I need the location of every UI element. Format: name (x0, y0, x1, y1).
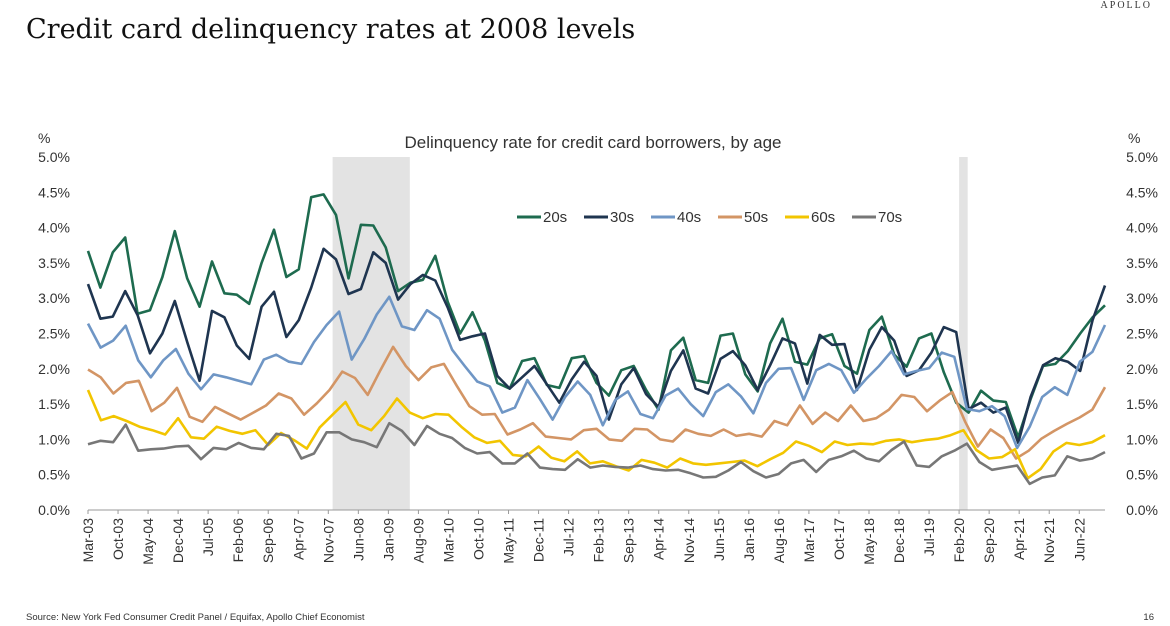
x-tick-label: May-04 (140, 518, 156, 565)
x-tick-label: Dec-11 (531, 518, 547, 562)
x-tick-label: Mar-10 (440, 518, 456, 563)
recession-shading (332, 157, 968, 510)
y-axis-label-right: % (1128, 130, 1140, 146)
legend-label-40s: 40s (677, 209, 701, 226)
x-tick-label: Apr-07 (290, 518, 306, 560)
legend-label-20s: 20s (543, 209, 567, 226)
y-tick-label-right: 0.0% (1126, 502, 1158, 518)
y-tick-label-right: 4.5% (1126, 184, 1158, 200)
x-tick-label: Oct-17 (831, 518, 847, 560)
y-tick-label-left: 1.0% (38, 431, 70, 447)
source-note: Source: New York Fed Consumer Credit Pan… (26, 612, 365, 623)
x-tick-label: Dec-18 (891, 518, 907, 563)
x-tick-label: Sep-06 (260, 518, 276, 563)
x-tick-label: Jan-16 (741, 518, 757, 561)
series-line-50s (87, 345, 1107, 460)
chart-axes: 0.0% 0.0% 0.5% 0.5% 1.0% 1.0% 1.5% 1.5% 2.0% 2.0%… (38, 149, 1158, 565)
series-line-20s (86, 193, 1106, 439)
x-tick-label: May-11 (501, 518, 517, 564)
y-tick-label-right: 4.0% (1126, 220, 1158, 236)
x-tick-label: Mar-03 (80, 518, 96, 563)
y-axis-label-left: % (38, 130, 50, 146)
x-tick-label: Mar-17 (801, 518, 817, 563)
x-tick-label: Feb-13 (591, 518, 607, 563)
y-tick-label-left: 4.0% (38, 220, 70, 236)
page-number: 16 (1143, 612, 1154, 623)
y-tick-label-right: 2.5% (1126, 326, 1158, 342)
x-tick-label: Nov-14 (681, 518, 697, 563)
y-tick-label-left: 2.0% (38, 361, 70, 377)
x-tick-label: May-18 (861, 518, 877, 565)
y-tick-label-right: 1.5% (1126, 396, 1158, 412)
y-tick-label-left: 1.5% (38, 396, 70, 412)
y-tick-label-right: 0.5% (1126, 467, 1158, 483)
x-tick-label: Sep-20 (981, 518, 997, 563)
legend-label-70s: 70s (878, 209, 902, 226)
x-tick-label: Dec-04 (170, 518, 186, 563)
slide-title: Credit card delinquency rates at 2008 le… (26, 14, 636, 45)
x-tick-label: Jul-12 (561, 518, 577, 556)
y-tick-label-left: 0.0% (38, 502, 70, 518)
y-tick-label-right: 5.0% (1126, 149, 1158, 165)
x-tick-label: Jul-05 (200, 518, 216, 556)
y-tick-label-left: 3.0% (38, 290, 70, 306)
series-line-40s (86, 295, 1107, 450)
y-tick-label-left: 0.5% (38, 467, 70, 483)
x-tick-label: Nov-07 (320, 518, 336, 563)
x-tick-label: Jun-08 (350, 518, 366, 561)
x-tick-label: Jun-22 (1071, 518, 1087, 561)
series-line-70s (87, 421, 1106, 486)
y-tick-label-right: 3.0% (1126, 290, 1158, 306)
y-tick-label-left: 2.5% (38, 326, 70, 342)
x-tick-label: Oct-10 (470, 518, 486, 560)
x-tick-label: Nov-21 (1041, 518, 1057, 563)
chart-title: Delinquency rate for credit card borrowe… (404, 133, 781, 152)
y-tick-label-left: 4.5% (38, 184, 70, 200)
chart-legend: 20s 30s 40s 50s 60s 70s (517, 209, 902, 226)
legend-label-60s: 60s (811, 209, 835, 226)
series-line-30s (86, 247, 1107, 445)
x-tick-label: Aug-16 (771, 518, 787, 563)
x-tick-label: Feb-20 (951, 518, 967, 563)
x-tick-label: Jun-15 (711, 518, 727, 561)
legend-label-30s: 30s (610, 209, 634, 226)
x-tick-label: Feb-06 (230, 518, 246, 563)
recession-band-1 (959, 157, 968, 510)
y-tick-label-right: 2.0% (1126, 361, 1158, 377)
y-tick-label-left: 3.5% (38, 255, 70, 271)
y-tick-label-right: 3.5% (1126, 255, 1158, 271)
x-tick-label: Sep-13 (621, 518, 637, 563)
brand-logo: APOLLO (1100, 0, 1152, 11)
legend-label-50s: 50s (744, 209, 768, 226)
x-tick-label: Jan-09 (380, 518, 396, 561)
x-tick-label: Oct-03 (110, 518, 126, 560)
y-tick-label-right: 1.0% (1126, 431, 1158, 447)
chart-series (86, 193, 1107, 486)
x-tick-label: Aug-09 (410, 518, 426, 563)
x-tick-label: Apr-21 (1011, 518, 1027, 560)
series-line-60s (86, 389, 1106, 480)
x-tick-label: Apr-14 (651, 518, 667, 560)
y-tick-label-left: 5.0% (38, 149, 70, 165)
x-tick-label: Jul-19 (921, 518, 937, 556)
